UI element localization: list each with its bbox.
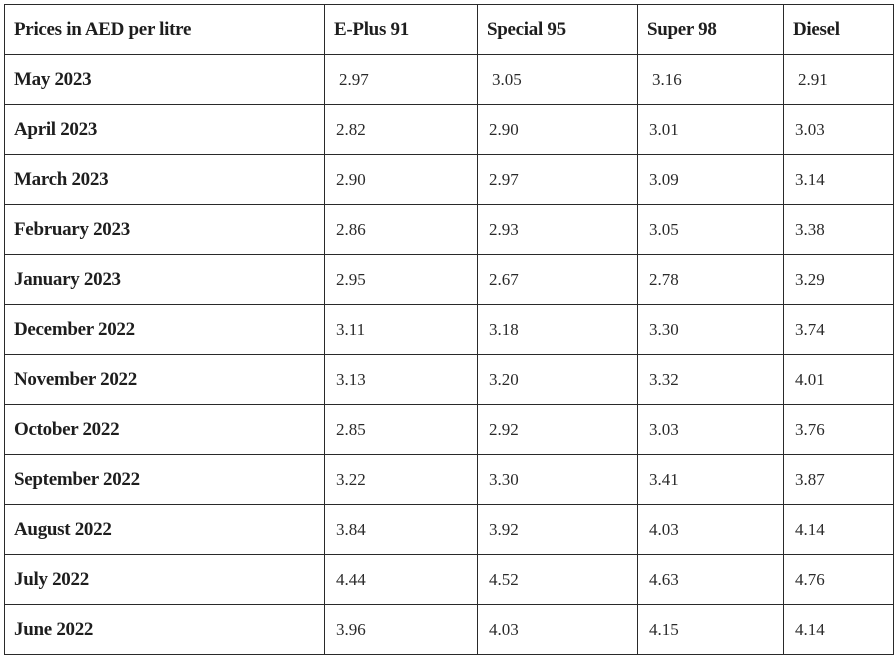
table-row: November 2022 3.13 3.20 3.32 4.01 [4,354,894,405]
table-row: December 2022 3.11 3.18 3.30 3.74 [4,304,894,355]
cell-period: November 2022 [4,354,325,405]
table-row: February 2023 2.86 2.93 3.05 3.38 [4,204,894,255]
header-diesel: Diesel [783,4,894,55]
cell-special-95: 2.97 [477,154,638,205]
cell-period: June 2022 [4,604,325,655]
table-row: July 2022 4.44 4.52 4.63 4.76 [4,554,894,605]
header-period: Prices in AED per litre [4,4,325,55]
cell-e-plus-91: 3.13 [324,354,478,405]
table-row: June 2022 3.96 4.03 4.15 4.14 [4,604,894,655]
cell-diesel: 3.03 [783,104,894,155]
cell-special-95: 4.52 [477,554,638,605]
table-row: March 2023 2.90 2.97 3.09 3.14 [4,154,894,205]
cell-special-95: 2.93 [477,204,638,255]
cell-period: March 2023 [4,154,325,205]
cell-super-98: 4.15 [637,604,784,655]
cell-e-plus-91: 2.97 [324,54,478,105]
cell-e-plus-91: 2.86 [324,204,478,255]
cell-e-plus-91: 2.90 [324,154,478,205]
table-row: October 2022 2.85 2.92 3.03 3.76 [4,404,894,455]
cell-special-95: 3.20 [477,354,638,405]
cell-period: October 2022 [4,404,325,455]
cell-period: May 2023 [4,54,325,105]
cell-super-98: 3.01 [637,104,784,155]
cell-diesel: 3.74 [783,304,894,355]
cell-period: February 2023 [4,204,325,255]
cell-super-98: 3.32 [637,354,784,405]
cell-diesel: 3.29 [783,254,894,305]
cell-super-98: 3.16 [637,54,784,105]
cell-super-98: 3.05 [637,204,784,255]
cell-diesel: 4.14 [783,504,894,555]
cell-super-98: 3.41 [637,454,784,505]
cell-super-98: 4.63 [637,554,784,605]
cell-e-plus-91: 2.85 [324,404,478,455]
fuel-price-table: Prices in AED per litre E-Plus 91 Specia… [4,4,894,655]
cell-e-plus-91: 3.84 [324,504,478,555]
cell-super-98: 3.03 [637,404,784,455]
cell-super-98: 3.30 [637,304,784,355]
cell-e-plus-91: 3.22 [324,454,478,505]
header-special-95: Special 95 [477,4,638,55]
cell-e-plus-91: 2.95 [324,254,478,305]
cell-special-95: 2.92 [477,404,638,455]
table-row: August 2022 3.84 3.92 4.03 4.14 [4,504,894,555]
table-row: May 2023 2.97 3.05 3.16 2.91 [4,54,894,105]
cell-e-plus-91: 4.44 [324,554,478,605]
cell-e-plus-91: 3.11 [324,304,478,355]
cell-diesel: 2.91 [783,54,894,105]
table-row: September 2022 3.22 3.30 3.41 3.87 [4,454,894,505]
cell-diesel: 4.76 [783,554,894,605]
cell-e-plus-91: 2.82 [324,104,478,155]
cell-super-98: 4.03 [637,504,784,555]
cell-special-95: 2.90 [477,104,638,155]
cell-diesel: 3.14 [783,154,894,205]
cell-diesel: 4.14 [783,604,894,655]
header-row: Prices in AED per litre E-Plus 91 Specia… [4,4,894,55]
cell-super-98: 2.78 [637,254,784,305]
cell-special-95: 3.05 [477,54,638,105]
cell-diesel: 4.01 [783,354,894,405]
cell-period: April 2023 [4,104,325,155]
cell-diesel: 3.38 [783,204,894,255]
cell-special-95: 3.92 [477,504,638,555]
cell-period: July 2022 [4,554,325,605]
cell-special-95: 3.30 [477,454,638,505]
cell-super-98: 3.09 [637,154,784,205]
cell-period: August 2022 [4,504,325,555]
header-super-98: Super 98 [637,4,784,55]
cell-special-95: 4.03 [477,604,638,655]
table-row: January 2023 2.95 2.67 2.78 3.29 [4,254,894,305]
table-row: April 2023 2.82 2.90 3.01 3.03 [4,104,894,155]
cell-diesel: 3.76 [783,404,894,455]
cell-period: December 2022 [4,304,325,355]
cell-special-95: 2.67 [477,254,638,305]
cell-special-95: 3.18 [477,304,638,355]
header-e-plus-91: E-Plus 91 [324,4,478,55]
cell-period: September 2022 [4,454,325,505]
cell-e-plus-91: 3.96 [324,604,478,655]
cell-period: January 2023 [4,254,325,305]
cell-diesel: 3.87 [783,454,894,505]
